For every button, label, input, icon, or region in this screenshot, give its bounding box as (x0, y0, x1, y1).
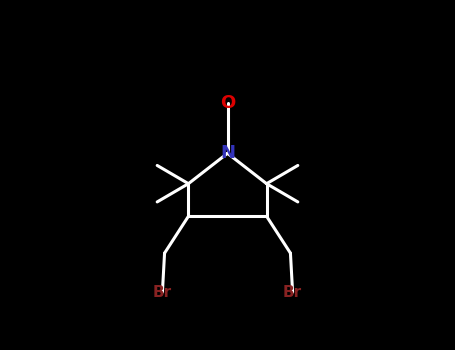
Text: Br: Br (153, 285, 172, 300)
Text: Br: Br (283, 285, 302, 300)
Text: N: N (220, 144, 235, 162)
Text: O: O (220, 94, 235, 112)
